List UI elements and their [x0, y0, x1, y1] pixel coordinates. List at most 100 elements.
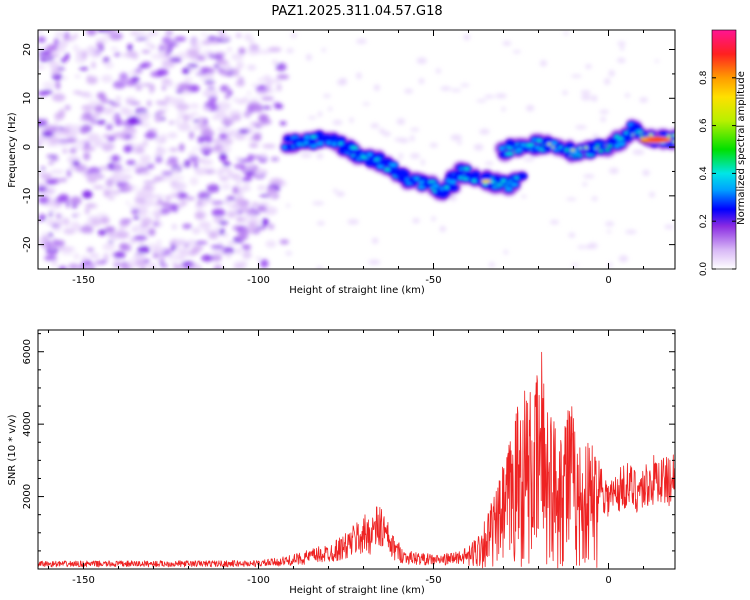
noise-blob [229, 114, 242, 121]
noise-blob [177, 123, 192, 132]
faint-blob [649, 191, 655, 198]
faint-blob [639, 97, 649, 103]
faint-blob [450, 134, 462, 141]
ridge-core [377, 165, 384, 169]
noise-blob [177, 109, 186, 116]
noise-blob [193, 160, 198, 170]
noise-blob [139, 154, 152, 163]
noise-blob [153, 175, 164, 182]
noise-blob [262, 143, 276, 149]
noise-blob [70, 196, 82, 206]
noise-blob [46, 219, 55, 226]
noise-blob [176, 103, 190, 111]
x-tick-label: -150 [72, 275, 95, 286]
noise-blob [127, 116, 140, 125]
noise-blob [232, 97, 239, 103]
noise-blob [211, 115, 221, 120]
noise-blob [151, 246, 165, 254]
noise-blob [175, 118, 180, 126]
faint-blob [512, 50, 521, 54]
noise-blob [50, 169, 65, 174]
noise-blob [206, 86, 216, 90]
noise-blob [235, 196, 245, 205]
noise-blob [260, 105, 272, 110]
noise-blob [52, 93, 66, 102]
noise-blob [242, 251, 252, 259]
noise-blob [142, 199, 155, 207]
noise-blob [260, 153, 267, 159]
noise-blob [200, 76, 206, 81]
noise-blob [140, 223, 150, 228]
faint-blob [356, 38, 367, 44]
noise-blob [129, 31, 139, 36]
noise-blob [129, 101, 141, 105]
snr-x-axis-label: Height of straight line (km) [289, 585, 425, 596]
y-tick-label: 20 [22, 43, 33, 56]
noise-blob [244, 209, 251, 214]
noise-blob [243, 182, 251, 187]
faint-blob [371, 237, 379, 244]
noise-blob [239, 260, 248, 267]
noise-blob [269, 177, 284, 187]
noise-blob [125, 99, 131, 105]
faint-blob [312, 201, 325, 206]
noise-blob [75, 164, 88, 173]
noise-blob [107, 136, 116, 142]
noise-blob [179, 249, 189, 258]
noise-blob [110, 154, 121, 163]
noise-blob [197, 191, 211, 201]
ridge-core [389, 163, 398, 167]
ridge-hot [547, 142, 552, 146]
ridge-body [448, 184, 459, 191]
noise-blob [251, 202, 260, 207]
y-tick-label: 0 [22, 144, 33, 150]
noise-blob [50, 53, 60, 58]
noise-blob [45, 246, 59, 255]
noise-blob [96, 92, 106, 100]
noise-blob [126, 49, 135, 58]
noise-blob [56, 81, 61, 90]
noise-blob [160, 263, 169, 268]
ridge-hot [672, 140, 675, 144]
noise-blob [221, 183, 231, 190]
noise-blob [59, 177, 68, 182]
noise-blob [269, 79, 282, 83]
faint-blob [605, 221, 615, 227]
noise-blob [177, 51, 191, 60]
faint-blob [398, 153, 404, 159]
ridge-core [617, 142, 626, 146]
noise-blob [275, 62, 287, 72]
ridge-body [399, 170, 409, 177]
colorbar-tick-label: 0.6 [699, 118, 709, 133]
noise-blob [218, 220, 229, 225]
noise-blob [222, 161, 231, 167]
noise-blob [227, 46, 233, 53]
ridge-core [316, 141, 324, 146]
noise-blob [259, 201, 270, 206]
noise-blob [206, 184, 220, 193]
noise-blob [256, 205, 266, 211]
noise-blob [161, 36, 172, 44]
noise-blob [193, 123, 199, 132]
noise-blob [53, 224, 62, 233]
y-tick-label: 4000 [22, 411, 33, 436]
noise-blob [131, 228, 139, 233]
noise-blob [92, 261, 105, 266]
faint-blob [336, 79, 348, 86]
colorbar-gradient [711, 29, 737, 270]
noise-blob [133, 215, 140, 220]
noise-blob [210, 244, 225, 249]
noise-blob [93, 141, 102, 148]
noise-blob [250, 121, 265, 127]
faint-blob [429, 142, 438, 148]
noise-blob [226, 210, 237, 219]
noise-blob [94, 105, 105, 113]
noise-blob [60, 57, 67, 63]
noise-blob [243, 33, 253, 41]
noise-blob [135, 37, 149, 41]
noise-blob [258, 49, 271, 55]
noise-blob [185, 196, 196, 201]
noise-blob [233, 237, 238, 242]
noise-blob [123, 144, 133, 153]
noise-blob [198, 116, 206, 123]
